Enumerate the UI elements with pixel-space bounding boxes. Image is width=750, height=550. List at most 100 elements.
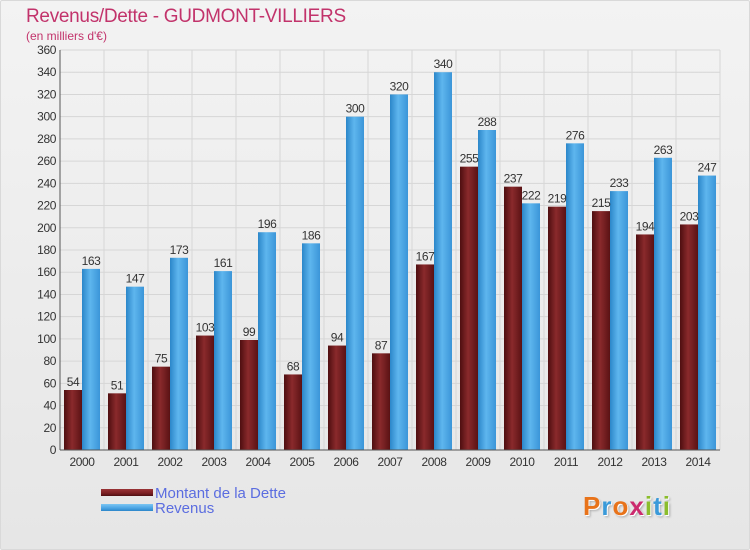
- data-label-revenus-2011: 276: [566, 128, 586, 142]
- data-label-revenus-2012: 233: [610, 176, 630, 190]
- data-labels: 54 163 51 147 75 173 103 161 99 196 68 186 94 300 87 32…: [67, 57, 718, 392]
- data-label-revenus-2013: 263: [654, 143, 674, 157]
- y-axis-ticks: 0 20 40 60 80 100 120 140 160 180 200 220 240 260 280 3…: [37, 43, 57, 457]
- x-tick-label-2004: 2004: [245, 455, 271, 469]
- y-tick-label-160: 160: [37, 265, 57, 279]
- bar-debt-2007: [372, 353, 390, 450]
- bar-debt-2010: [504, 186, 522, 450]
- data-label-revenus-2008: 340: [434, 57, 454, 71]
- y-tick-label-20: 20: [43, 421, 56, 435]
- data-label-debt-2001: 51: [111, 378, 124, 392]
- data-label-debt-2003: 103: [196, 321, 216, 335]
- bar-revenus-2009: [478, 130, 496, 450]
- y-tick-label-260: 260: [37, 154, 57, 168]
- data-label-debt-2013: 194: [636, 219, 656, 233]
- data-label-debt-2002: 75: [155, 352, 168, 366]
- bar-debt-2012: [592, 211, 610, 450]
- data-label-debt-2009: 255: [460, 152, 480, 166]
- bar-revenus-2007: [390, 94, 408, 450]
- bar-revenus-2014: [698, 175, 716, 451]
- x-tick-label-2005: 2005: [289, 455, 315, 469]
- data-label-debt-2006: 94: [331, 331, 344, 345]
- x-tick-label-2000: 2000: [69, 455, 95, 469]
- legend-swatch-debt: [101, 489, 153, 496]
- y-tick-label-0: 0: [50, 443, 57, 457]
- bar-revenus-2002: [170, 257, 188, 450]
- data-label-debt-2000: 54: [67, 375, 80, 389]
- legend-label-debt: Montant de la Dette: [155, 485, 286, 502]
- bar-revenus-2004: [258, 232, 276, 450]
- legend-label-revenus: Revenus: [155, 500, 215, 517]
- y-tick-label-240: 240: [37, 176, 57, 190]
- data-label-revenus-2006: 300: [346, 102, 366, 116]
- bar-revenus-2003: [214, 271, 232, 450]
- bar-debt-2005: [284, 374, 302, 450]
- chart-title: Revenus/Dette - GUDMONT-VILLIERS: [26, 6, 346, 27]
- y-tick-label-40: 40: [43, 399, 56, 413]
- data-label-revenus-2007: 320: [390, 79, 410, 93]
- bar-debt-2009: [460, 166, 478, 450]
- logo-letter: i: [662, 491, 671, 521]
- bar-debt-2008: [416, 264, 434, 450]
- logo-letter: i: [644, 491, 654, 521]
- data-label-debt-2008: 167: [416, 249, 436, 263]
- bar-debt-2002: [152, 366, 170, 450]
- data-label-debt-2007: 87: [375, 338, 388, 352]
- y-tick-label-280: 280: [37, 132, 57, 146]
- y-tick-label-200: 200: [37, 221, 57, 235]
- data-label-revenus-2003: 161: [214, 256, 234, 270]
- y-tick-label-120: 120: [37, 310, 57, 324]
- x-axis-ticks: 2000 2001 2002 2003 2004 2005 2006 2007 2008 2009…: [69, 455, 711, 469]
- data-label-debt-2005: 68: [287, 359, 300, 373]
- bar-debt-2004: [240, 340, 258, 450]
- bar-revenus-2006: [346, 116, 364, 451]
- logo-letter: P: [583, 491, 602, 521]
- bars: [64, 72, 716, 451]
- legend-swatch-revenus: [101, 504, 153, 511]
- bar-revenus-2012: [610, 191, 628, 450]
- axes: [59, 50, 720, 451]
- data-label-debt-2012: 215: [592, 196, 612, 210]
- x-tick-label-2003: 2003: [201, 455, 227, 469]
- bar-revenus-2011: [566, 143, 584, 451]
- data-label-revenus-2009: 288: [478, 115, 498, 129]
- y-tick-label-100: 100: [37, 332, 57, 346]
- y-tick-label-80: 80: [43, 354, 56, 368]
- x-tick-label-2008: 2008: [421, 455, 447, 469]
- chart-subtitle: (en milliers d'€): [26, 29, 107, 43]
- data-label-revenus-2002: 173: [170, 243, 190, 257]
- data-label-revenus-2004: 196: [258, 217, 278, 231]
- data-label-debt-2014: 203: [680, 209, 700, 223]
- data-label-revenus-2010: 222: [522, 188, 542, 202]
- x-tick-label-2009: 2009: [465, 455, 491, 469]
- y-tick-label-220: 220: [37, 199, 57, 213]
- bar-debt-2000: [64, 390, 82, 450]
- logo-letter: r: [601, 491, 613, 521]
- y-tick-label-140: 140: [37, 287, 57, 301]
- x-tick-label-2014: 2014: [685, 455, 711, 469]
- y-tick-label-60: 60: [43, 376, 56, 390]
- y-tick-label-300: 300: [37, 110, 57, 124]
- y-tick-label-340: 340: [37, 65, 57, 79]
- x-tick-label-2013: 2013: [641, 455, 667, 469]
- logo-letter: t: [653, 491, 663, 521]
- data-label-revenus-2000: 163: [82, 254, 102, 268]
- x-tick-label-2006: 2006: [333, 455, 359, 469]
- data-label-revenus-2014: 247: [698, 161, 718, 175]
- x-tick-label-2001: 2001: [113, 455, 139, 469]
- x-tick-label-2002: 2002: [157, 455, 183, 469]
- bar-revenus-2005: [302, 243, 320, 450]
- data-label-debt-2004: 99: [243, 325, 256, 339]
- bar-debt-2003: [196, 335, 214, 450]
- y-tick-label-180: 180: [37, 243, 57, 257]
- bar-revenus-2013: [654, 157, 672, 450]
- x-tick-label-2012: 2012: [597, 455, 623, 469]
- data-label-debt-2011: 219: [548, 192, 568, 206]
- data-label-revenus-2001: 147: [126, 272, 146, 286]
- bar-debt-2006: [328, 345, 346, 450]
- bar-debt-2013: [636, 234, 654, 450]
- bar-revenus-2008: [434, 72, 452, 450]
- bar-debt-2001: [108, 393, 126, 450]
- x-tick-label-2010: 2010: [509, 455, 535, 469]
